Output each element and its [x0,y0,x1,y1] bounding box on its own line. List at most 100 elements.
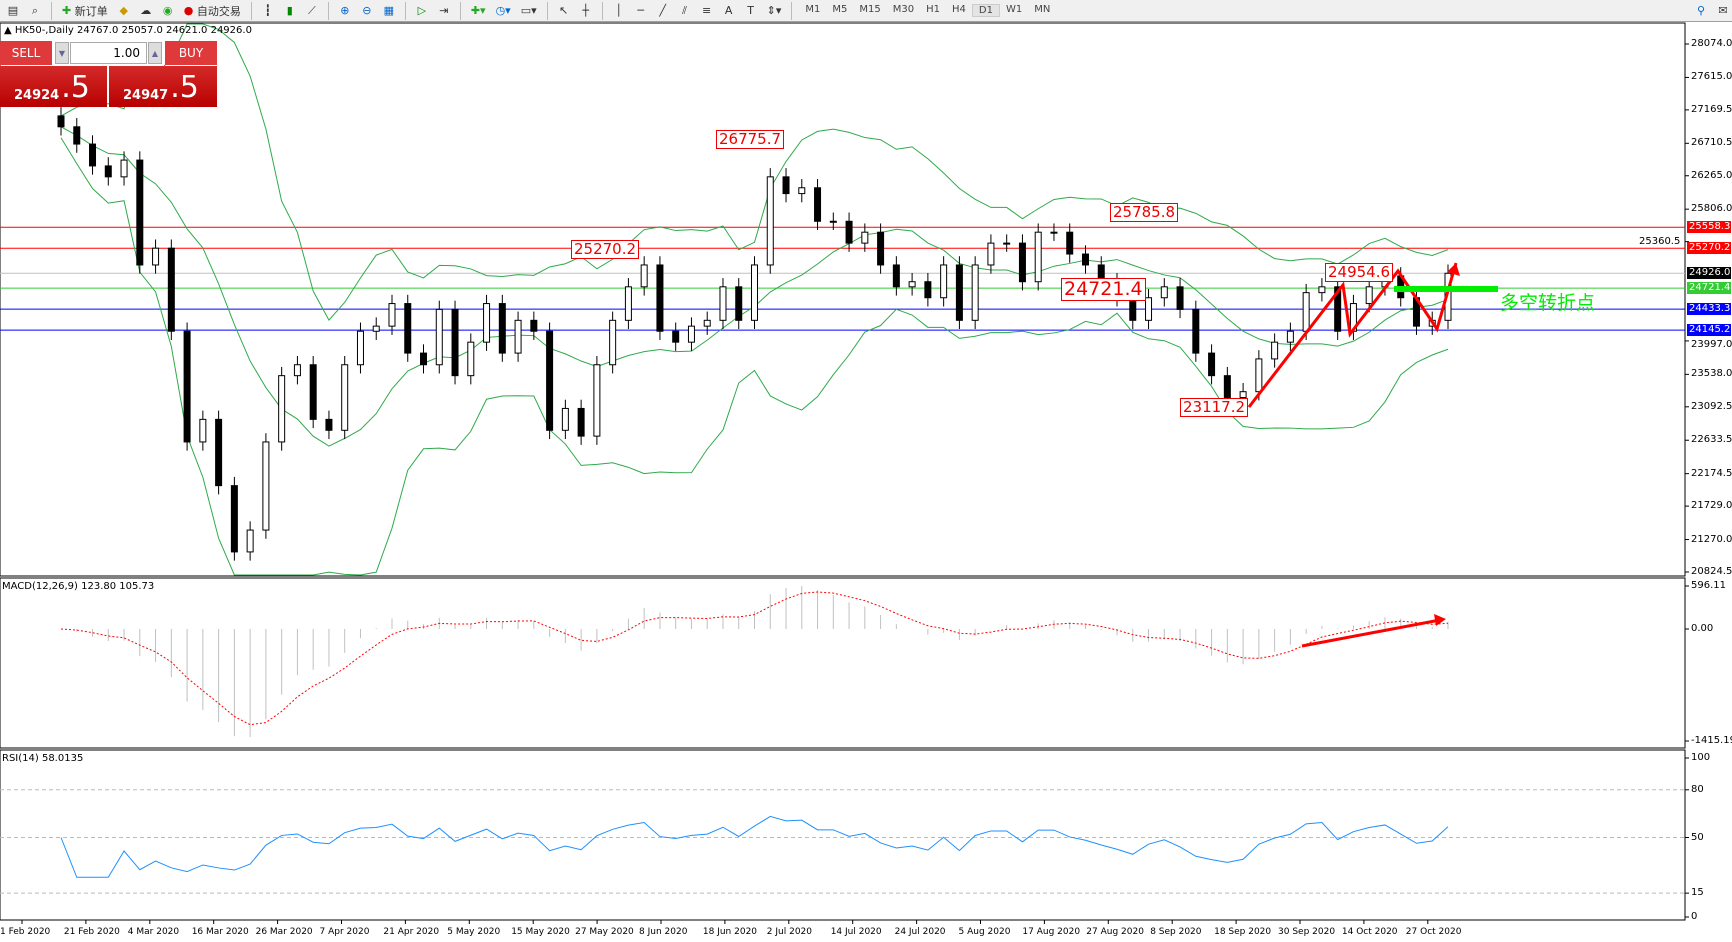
annotation-pivot: 24721.4 [1061,278,1146,301]
trendline-icon[interactable]: ╱ [659,4,666,17]
line-chart-icon[interactable]: ⟋ [307,3,316,17]
chart-header: ▲ HK50-,Daily 24767.0 25057.0 24621.0 24… [4,25,252,36]
candle-body [814,187,822,222]
level-tag: 24926.0 [1687,267,1731,280]
candle-body [577,407,585,437]
candle-body [1192,308,1200,354]
sell-button[interactable]: SELL [0,41,52,65]
annotation-recent-high: 24954.6 [1325,263,1394,282]
buy-price[interactable]: 24947.5 [109,66,217,107]
sell-price[interactable]: 24924.5 [0,66,107,107]
candle-body [640,264,648,288]
candle-body [341,364,349,431]
periods-icon[interactable]: ◷▾ [495,4,511,17]
candle-body [120,159,128,178]
cursor-icon[interactable]: ↖ [559,4,569,17]
toolbar-divider [404,1,406,20]
chat-icon[interactable]: ✉ [1718,4,1728,17]
zoom-window-icon[interactable]: ⌕ [31,3,39,17]
indicators-icon[interactable]: ✚▾ [470,4,486,17]
candle-body [1066,231,1074,255]
arrows-icon[interactable]: ⇕▾ [766,4,782,17]
main-panel-frame [0,22,1686,577]
candle-body [877,231,885,266]
new-order-label: 新订单 [74,4,108,18]
candle-body [561,407,569,431]
candle-body [404,303,412,354]
timeframe-m15[interactable]: M15 [859,4,881,15]
buy-button[interactable]: BUY [165,41,217,65]
timeframe-mn[interactable]: MN [1034,4,1051,15]
timeframe-d1[interactable]: D1 [971,4,1000,17]
equidistant-channel-icon[interactable]: ⫽ [682,3,688,17]
candle-body [451,308,459,377]
timeframe-h4[interactable]: H4 [951,4,966,15]
candle-body [89,143,97,167]
lot-size-input[interactable]: 1.00 [70,42,147,64]
zoom-out-icon[interactable]: ⊖ [362,4,372,17]
zoom-in-icon[interactable]: ⊕ [340,4,350,17]
candle-body [924,281,932,299]
candle-body [624,286,632,321]
timeframe-m1[interactable]: M1 [805,4,821,15]
price-axis-label: 25360.5 [1639,235,1681,247]
autoscroll-icon[interactable]: ▷ [417,4,427,17]
date-label: 14 Oct 2020 [1341,927,1398,937]
timeframe-m30[interactable]: M30 [892,4,915,15]
macd-panel-frame [0,577,1686,749]
collapse-triangle-icon[interactable]: ▲ [4,25,12,36]
date-label: 26 Mar 2020 [255,927,313,937]
candle-body [987,242,995,266]
tile-windows-icon[interactable]: ▦ [383,4,395,17]
macd-arrow-head-icon [1434,614,1446,626]
profiles-icon[interactable]: ▤ [7,4,19,17]
candle-body [246,529,254,553]
toolbar-divider [791,1,793,20]
text-label-icon[interactable]: T [747,4,754,17]
lot-decrease-icon[interactable]: ▼ [55,42,69,64]
pivot-marker [1394,286,1498,292]
annotation-swing-high: 25785.8 [1110,203,1179,222]
navigator-icon[interactable]: ☁ [140,4,152,17]
candle-body [861,231,869,244]
bar-chart-icon[interactable]: ┇ [264,4,272,17]
timeframe-m5[interactable]: M5 [832,4,848,15]
candlestick-icon[interactable]: ▮ [286,4,293,17]
crosshair-icon[interactable]: ┼ [582,4,589,17]
auto-trading-button[interactable]: ● 自动交易 [181,2,244,20]
fibonacci-icon[interactable]: ≡ [702,4,712,17]
date-label: 17 Aug 2020 [1022,927,1081,937]
timeframe-h1[interactable]: H1 [926,4,940,15]
toolbar-divider [250,1,252,20]
toolbar-divider [459,1,461,20]
annotation-high: 26775.7 [716,130,785,149]
timeframe-w1[interactable]: W1 [1005,4,1023,15]
templates-icon[interactable]: ▭▾ [520,4,537,17]
price-axis-label: 22174.5 [1691,467,1732,479]
candle-body [656,264,664,332]
date-label: 5 May 2020 [447,927,501,937]
market-watch-icon[interactable]: ◆ [119,4,128,17]
date-label: 8 Jun 2020 [639,927,688,937]
price-axis-label: 23092.5 [1691,400,1732,412]
chart-shift-icon[interactable]: ⇥ [439,4,449,17]
new-order-button[interactable]: ✚ 新订单 [59,2,111,20]
candle-body [467,341,475,377]
candle-body [262,441,270,531]
text-icon[interactable]: A [724,4,733,17]
candle-body [845,220,853,244]
date-label: 5 Aug 2020 [958,927,1011,937]
lot-increase-icon[interactable]: ▲ [148,42,162,64]
search-icon[interactable]: ⚲ [1696,4,1706,17]
signals-icon[interactable]: ◉ [162,4,173,17]
horizontal-line-icon[interactable]: ─ [637,4,644,17]
macd-axis-label: 596.11 [1691,580,1726,591]
candle-body [498,303,506,354]
rsi-axis-label: 0 [1691,911,1698,922]
vertical-line-icon[interactable]: │ [615,4,622,17]
rsi-line [60,815,1449,878]
candle-body [420,352,428,366]
candle-body [940,264,948,299]
buy-price-main: 24947 [123,88,169,103]
